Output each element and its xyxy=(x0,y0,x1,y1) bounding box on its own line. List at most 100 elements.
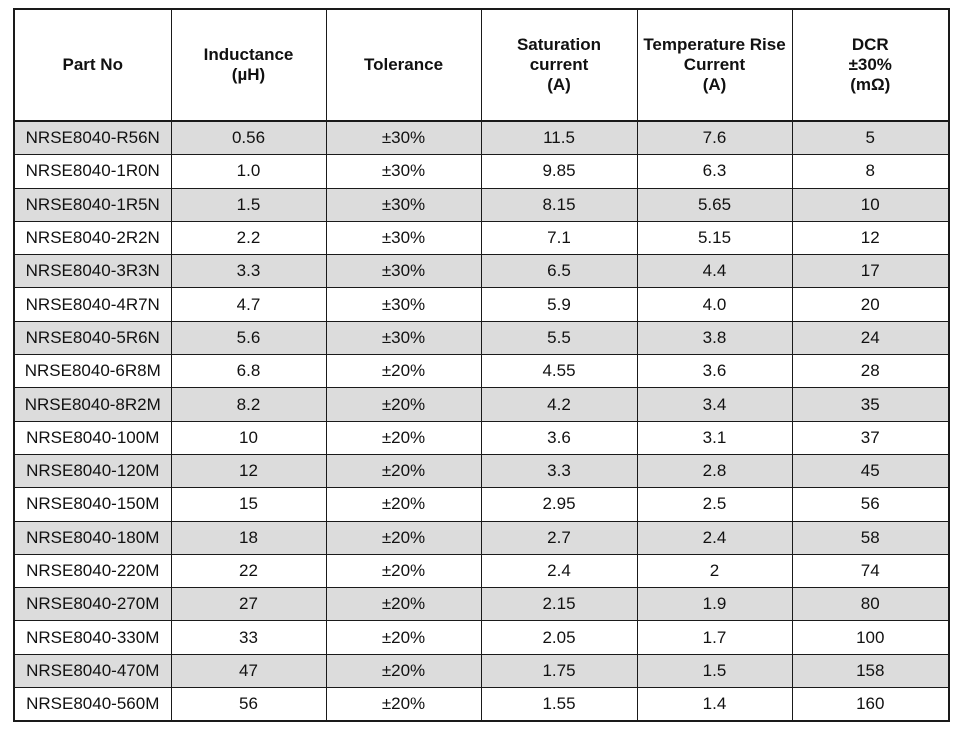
cell-dcr: 20 xyxy=(791,287,950,322)
cell-inductance: 22 xyxy=(170,553,327,589)
cell-temperature-rise-current: 1.5 xyxy=(636,653,793,689)
cell-inductance: 2.2 xyxy=(170,220,327,256)
cell-saturation-current: 2.15 xyxy=(480,587,638,622)
table-row: NRSE8040-4R7N 4.7 ±30% 5.9 4.0 20 xyxy=(13,287,950,322)
cell-tolerance: ±20% xyxy=(325,487,482,522)
cell-temperature-rise-current: 5.65 xyxy=(636,187,793,222)
table-row: NRSE8040-8R2M 8.2 ±20% 4.2 3.4 35 xyxy=(13,387,950,422)
cell-part-no: NRSE8040-180M xyxy=(13,520,172,555)
cell-dcr: 35 xyxy=(791,387,950,422)
inductor-spec-table: Part No Inductance (µH) Tolerance Satura… xyxy=(13,8,950,723)
cell-tolerance: ±20% xyxy=(325,620,482,655)
cell-dcr: 12 xyxy=(791,220,950,256)
cell-inductance: 1.5 xyxy=(170,187,327,222)
cell-saturation-current: 2.7 xyxy=(480,520,638,555)
cell-tolerance: ±20% xyxy=(325,354,482,389)
cell-part-no: NRSE8040-120M xyxy=(13,453,172,489)
cell-inductance: 47 xyxy=(170,653,327,689)
cell-dcr: 10 xyxy=(791,187,950,222)
cell-saturation-current: 6.5 xyxy=(480,254,638,289)
cell-saturation-current: 1.55 xyxy=(480,687,638,722)
cell-saturation-current: 4.2 xyxy=(480,387,638,422)
cell-saturation-current: 2.95 xyxy=(480,487,638,522)
table-row: NRSE8040-270M 27 ±20% 2.15 1.9 80 xyxy=(13,587,950,622)
cell-tolerance: ±20% xyxy=(325,520,482,555)
cell-inductance: 56 xyxy=(170,687,327,722)
cell-temperature-rise-current: 2.4 xyxy=(636,520,793,555)
cell-dcr: 17 xyxy=(791,254,950,289)
cell-saturation-current: 8.15 xyxy=(480,187,638,222)
table-row: NRSE8040-1R0N 1.0 ±30% 9.85 6.3 8 xyxy=(13,154,950,189)
cell-temperature-rise-current: 7.6 xyxy=(636,120,793,156)
cell-part-no: NRSE8040-R56N xyxy=(13,120,172,156)
cell-part-no: NRSE8040-270M xyxy=(13,587,172,622)
cell-dcr: 24 xyxy=(791,320,950,356)
cell-dcr: 8 xyxy=(791,154,950,189)
cell-saturation-current: 3.6 xyxy=(480,420,638,455)
cell-part-no: NRSE8040-1R5N xyxy=(13,187,172,222)
cell-dcr: 160 xyxy=(791,687,950,722)
table-body: NRSE8040-R56N 0.56 ±30% 11.5 7.6 5 NRSE8040-1R… xyxy=(13,120,950,722)
cell-saturation-current: 2.05 xyxy=(480,620,638,655)
cell-part-no: NRSE8040-4R7N xyxy=(13,287,172,322)
cell-temperature-rise-current: 1.7 xyxy=(636,620,793,655)
cell-temperature-rise-current: 4.0 xyxy=(636,287,793,322)
cell-inductance: 12 xyxy=(170,453,327,489)
cell-dcr: 80 xyxy=(791,587,950,622)
cell-inductance: 33 xyxy=(170,620,327,655)
cell-inductance: 0.56 xyxy=(170,120,327,156)
cell-temperature-rise-current: 2.8 xyxy=(636,453,793,489)
cell-inductance: 1.0 xyxy=(170,154,327,189)
cell-dcr: 5 xyxy=(791,120,950,156)
cell-temperature-rise-current: 4.4 xyxy=(636,254,793,289)
cell-inductance: 27 xyxy=(170,587,327,622)
cell-tolerance: ±30% xyxy=(325,320,482,356)
cell-inductance: 5.6 xyxy=(170,320,327,356)
table-row: NRSE8040-3R3N 3.3 ±30% 6.5 4.4 17 xyxy=(13,254,950,289)
cell-temperature-rise-current: 1.9 xyxy=(636,587,793,622)
cell-tolerance: ±30% xyxy=(325,287,482,322)
table-row: NRSE8040-220M 22 ±20% 2.4 2 74 xyxy=(13,553,950,589)
cell-tolerance: ±20% xyxy=(325,453,482,489)
cell-temperature-rise-current: 2.5 xyxy=(636,487,793,522)
cell-saturation-current: 3.3 xyxy=(480,453,638,489)
cell-part-no: NRSE8040-3R3N xyxy=(13,254,172,289)
cell-inductance: 4.7 xyxy=(170,287,327,322)
cell-part-no: NRSE8040-1R0N xyxy=(13,154,172,189)
cell-tolerance: ±20% xyxy=(325,653,482,689)
header-tolerance: Tolerance xyxy=(325,8,482,122)
cell-dcr: 100 xyxy=(791,620,950,655)
table-row: NRSE8040-2R2N 2.2 ±30% 7.1 5.15 12 xyxy=(13,220,950,256)
table-row: NRSE8040-100M 10 ±20% 3.6 3.1 37 xyxy=(13,420,950,455)
cell-part-no: NRSE8040-330M xyxy=(13,620,172,655)
cell-tolerance: ±30% xyxy=(325,120,482,156)
cell-saturation-current: 5.5 xyxy=(480,320,638,356)
cell-tolerance: ±30% xyxy=(325,154,482,189)
cell-dcr: 56 xyxy=(791,487,950,522)
table-row: NRSE8040-6R8M 6.8 ±20% 4.55 3.6 28 xyxy=(13,354,950,389)
cell-inductance: 18 xyxy=(170,520,327,555)
cell-dcr: 74 xyxy=(791,553,950,589)
cell-temperature-rise-current: 3.4 xyxy=(636,387,793,422)
cell-part-no: NRSE8040-2R2N xyxy=(13,220,172,256)
cell-saturation-current: 4.55 xyxy=(480,354,638,389)
cell-dcr: 28 xyxy=(791,354,950,389)
cell-dcr: 45 xyxy=(791,453,950,489)
cell-dcr: 37 xyxy=(791,420,950,455)
cell-tolerance: ±30% xyxy=(325,220,482,256)
cell-temperature-rise-current: 1.4 xyxy=(636,687,793,722)
cell-tolerance: ±20% xyxy=(325,420,482,455)
cell-saturation-current: 2.4 xyxy=(480,553,638,589)
cell-temperature-rise-current: 3.6 xyxy=(636,354,793,389)
cell-inductance: 15 xyxy=(170,487,327,522)
table-row: NRSE8040-5R6N 5.6 ±30% 5.5 3.8 24 xyxy=(13,320,950,356)
table-row: NRSE8040-180M 18 ±20% 2.7 2.4 58 xyxy=(13,520,950,555)
cell-part-no: NRSE8040-150M xyxy=(13,487,172,522)
cell-tolerance: ±20% xyxy=(325,553,482,589)
cell-inductance: 10 xyxy=(170,420,327,455)
cell-saturation-current: 11.5 xyxy=(480,120,638,156)
cell-tolerance: ±20% xyxy=(325,387,482,422)
cell-temperature-rise-current: 5.15 xyxy=(636,220,793,256)
header-saturation-current: Saturation current (A) xyxy=(480,8,638,122)
